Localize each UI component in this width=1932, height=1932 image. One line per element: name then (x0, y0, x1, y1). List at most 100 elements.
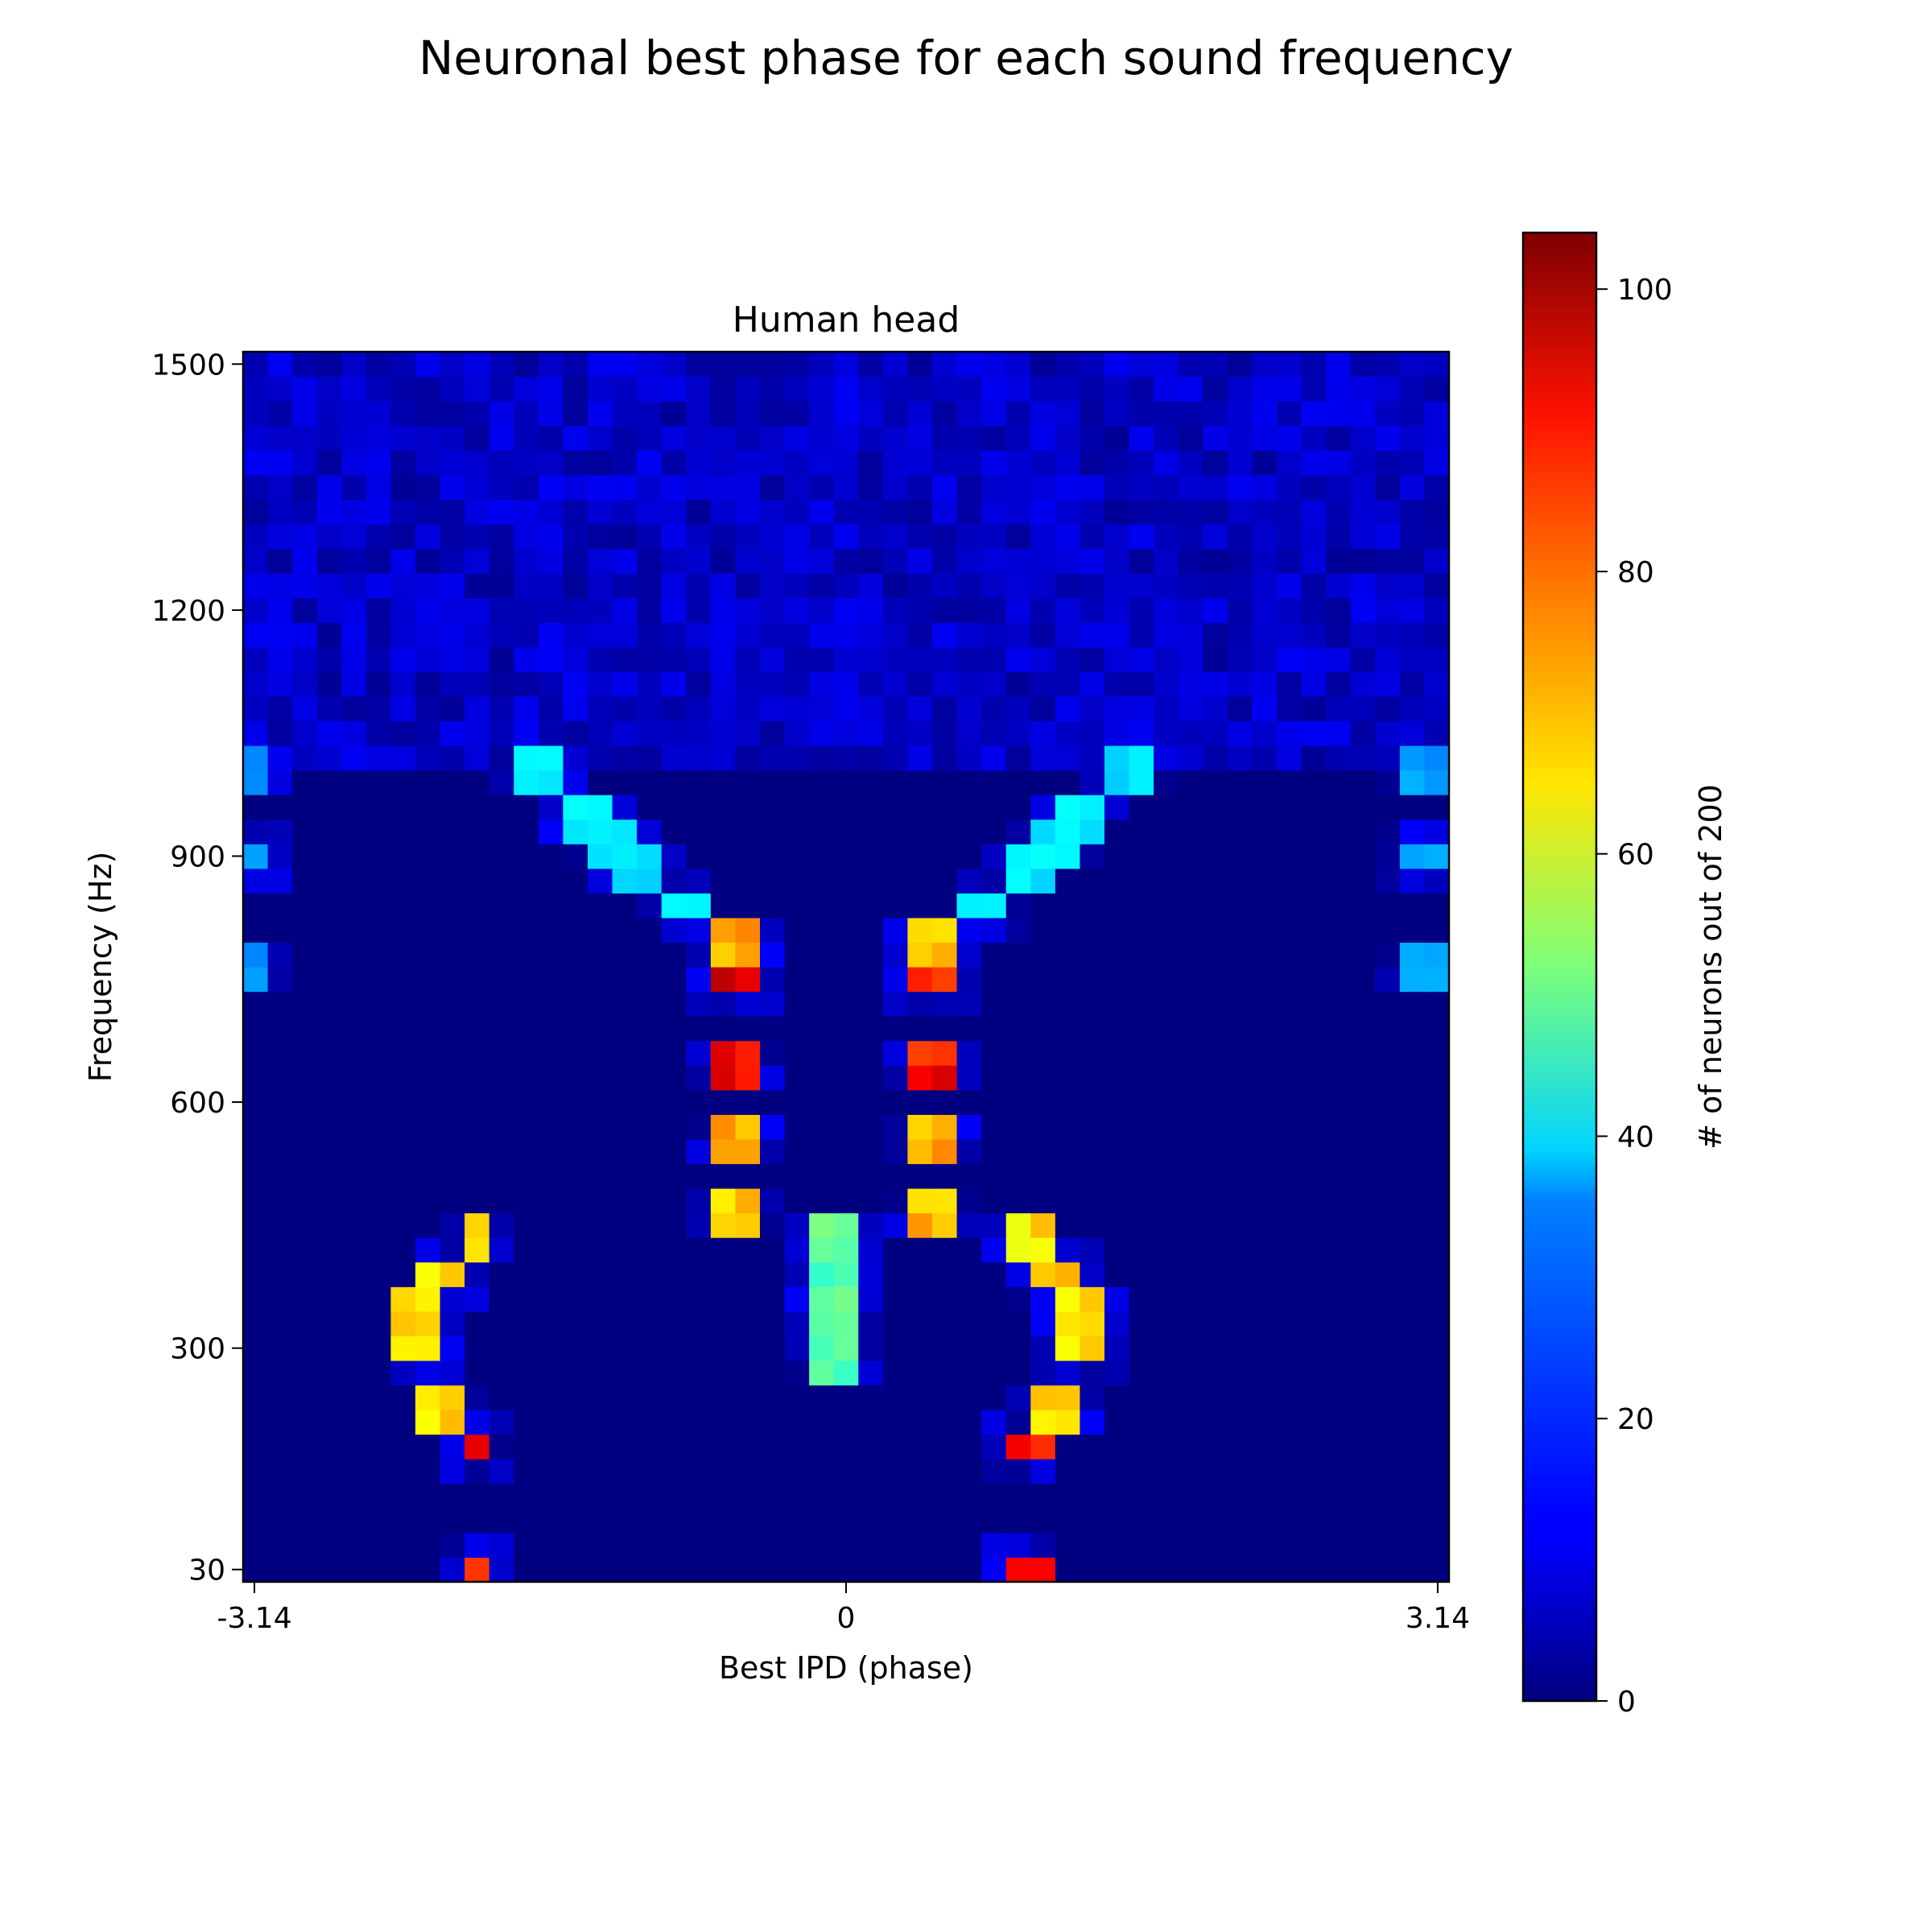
heatmap-cell (514, 1163, 539, 1189)
heatmap-cell (637, 1261, 663, 1287)
heatmap-cell (267, 523, 293, 550)
heatmap-cell (341, 942, 367, 968)
heatmap-cell (243, 352, 269, 378)
heatmap-cell (637, 1212, 663, 1238)
heatmap-cell (1424, 1237, 1450, 1263)
heatmap-cell (735, 450, 761, 476)
heatmap-cell (1326, 893, 1352, 919)
heatmap-cell (267, 1237, 293, 1263)
heatmap-cell (1350, 1385, 1376, 1410)
heatmap-cell (661, 573, 687, 599)
heatmap-cell (1350, 1508, 1376, 1534)
heatmap-cell (341, 352, 367, 378)
heatmap-cell (1301, 967, 1327, 993)
heatmap-cell (858, 646, 884, 672)
heatmap-cell (563, 1410, 588, 1435)
heatmap-cell (1227, 1311, 1253, 1336)
heatmap-cell (1129, 425, 1154, 451)
heatmap-cell (341, 795, 367, 820)
heatmap-cell (735, 770, 761, 795)
heatmap-cell (464, 1212, 490, 1238)
heatmap-cell (514, 1410, 539, 1435)
heatmap-cell (932, 548, 958, 574)
heatmap-cell (292, 1360, 318, 1386)
heatmap-cell (1326, 844, 1352, 869)
heatmap-cell (1178, 1016, 1203, 1042)
heatmap-cell (514, 1138, 539, 1165)
heatmap-cell (735, 893, 761, 919)
heatmap-cell (365, 450, 392, 476)
heatmap-cell (760, 671, 786, 697)
heatmap-cell (538, 967, 564, 993)
heatmap-cell (710, 991, 737, 1017)
heatmap-cell (464, 1311, 490, 1336)
heatmap-cell (1104, 450, 1130, 476)
heatmap-cell (1178, 376, 1203, 402)
heatmap-cell (1399, 1212, 1426, 1238)
heatmap-cell (489, 1016, 514, 1042)
heatmap-cell (760, 1483, 786, 1509)
heatmap-cell (341, 450, 367, 476)
heatmap-cell (316, 1089, 342, 1115)
heatmap-cell (1178, 1434, 1203, 1459)
heatmap-cell (710, 893, 737, 919)
heatmap-cell (1326, 1483, 1352, 1509)
heatmap-cell (292, 1385, 318, 1410)
heatmap-cell (563, 548, 588, 574)
heatmap-cell (612, 770, 638, 795)
heatmap-cell (1055, 868, 1081, 894)
heatmap-cell (1399, 1237, 1426, 1263)
heatmap-cell (858, 573, 884, 599)
heatmap-cell (1055, 1459, 1081, 1484)
heatmap-cell (637, 1188, 663, 1214)
heatmap-cell (612, 1434, 638, 1459)
heatmap-cell (365, 1212, 392, 1238)
heatmap-cell (1104, 1138, 1130, 1165)
heatmap-cell (316, 1557, 342, 1583)
heatmap-cell (538, 1335, 564, 1361)
heatmap-cell (1424, 499, 1450, 525)
heatmap-cell (1055, 1138, 1081, 1165)
heatmap-cell (390, 720, 416, 746)
heatmap-cell (1154, 991, 1179, 1017)
heatmap-cell (267, 646, 293, 672)
heatmap-cell (637, 1089, 663, 1115)
heatmap-cell (637, 893, 663, 919)
heatmap-cell (1326, 819, 1352, 844)
heatmap-cell (365, 622, 392, 648)
heatmap-cell (882, 1089, 909, 1115)
heatmap-cell (710, 523, 737, 550)
heatmap-cell (415, 868, 441, 894)
heatmap-cell (882, 1212, 909, 1238)
heatmap-cell (390, 1040, 416, 1066)
heatmap-cell (1203, 376, 1228, 402)
heatmap-cell (415, 1385, 441, 1410)
heatmap-cell (243, 1065, 269, 1091)
heatmap-cell (1178, 1483, 1203, 1509)
heatmap-cell (1080, 450, 1105, 476)
heatmap-cell (365, 1138, 392, 1165)
heatmap-cell (932, 1410, 958, 1435)
heatmap-cell (882, 1237, 909, 1263)
heatmap-cell (588, 474, 613, 500)
heatmap-cell (956, 1286, 982, 1312)
heatmap-cell (981, 696, 1007, 721)
heatmap-cell (243, 1237, 269, 1263)
heatmap-cell (1399, 1261, 1426, 1287)
heatmap-cell (390, 1335, 416, 1361)
heatmap-cell (1399, 401, 1426, 427)
heatmap-cell (292, 967, 318, 993)
heatmap-cell (1129, 573, 1154, 599)
heatmap-cell (1203, 893, 1228, 919)
heatmap-cell (661, 401, 687, 427)
heatmap-cell (1129, 1286, 1154, 1312)
heatmap-cell (1350, 991, 1376, 1017)
heatmap-cell (440, 573, 465, 599)
heatmap-cell (1005, 499, 1031, 525)
heatmap-cell (514, 1360, 539, 1386)
heatmap-cell (1055, 646, 1081, 672)
heatmap-cell (1154, 942, 1179, 968)
heatmap-cell (1129, 770, 1154, 795)
heatmap-cell (538, 1089, 564, 1115)
heatmap-cell (661, 819, 687, 844)
